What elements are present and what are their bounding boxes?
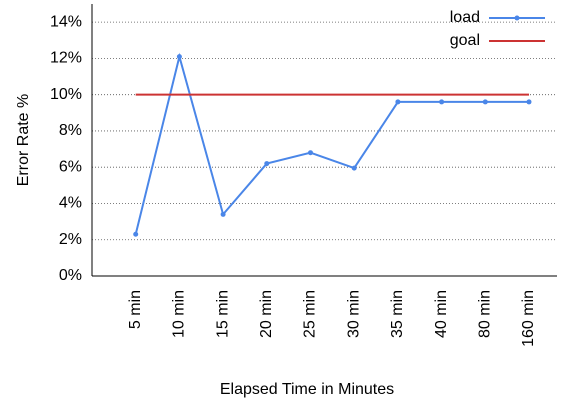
y-tick-label: 6% [59, 158, 82, 175]
y-tick-label: 4% [59, 195, 82, 212]
y-tick-label: 10% [50, 86, 82, 103]
x-tick-label: 160 min [520, 290, 537, 347]
y-tick-label: 2% [59, 231, 82, 248]
marker [220, 211, 226, 217]
marker [526, 99, 532, 105]
x-tick-label: 10 min [171, 290, 188, 338]
marker [482, 99, 488, 105]
marker [176, 54, 182, 60]
y-tick-label: 8% [59, 122, 82, 139]
y-axis-label: Error Rate % [15, 94, 32, 186]
marker [264, 161, 270, 167]
legend-label: load [450, 9, 480, 26]
legend-label: goal [450, 32, 480, 49]
x-tick-label: 35 min [389, 290, 406, 338]
marker [308, 150, 313, 156]
x-tick-label: 40 min [433, 290, 450, 338]
x-axis-label: Elapsed Time in Minutes [220, 381, 394, 398]
x-tick-label: 80 min [477, 290, 494, 338]
y-tick-label: 12% [50, 50, 82, 67]
y-tick-label: 14% [50, 13, 82, 30]
marker [439, 99, 445, 105]
legend-marker [514, 15, 520, 21]
y-tick-label: 0% [59, 267, 82, 284]
marker [351, 165, 357, 171]
x-tick-label: 5 min [127, 290, 144, 329]
x-tick-label: 15 min [214, 290, 231, 338]
series-line [134, 52, 529, 235]
x-tick-label: 25 min [302, 290, 319, 338]
x-tick-label: 20 min [258, 290, 275, 338]
marker [395, 99, 401, 105]
x-tick-label: 30 min [345, 290, 362, 338]
marker [133, 231, 139, 237]
